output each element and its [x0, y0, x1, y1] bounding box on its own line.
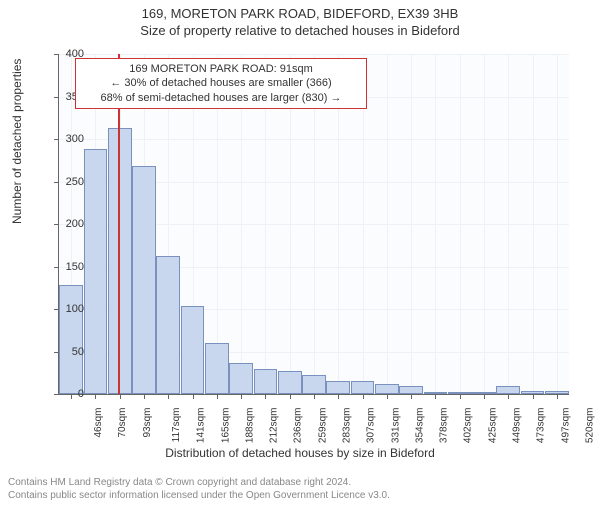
- histogram-bar: [229, 363, 253, 394]
- xtick-mark: [217, 394, 218, 399]
- histogram-bar: [351, 381, 375, 394]
- histogram-bar: [278, 371, 302, 394]
- histogram-bar: [448, 392, 472, 394]
- footer-line2: Contains public sector information licen…: [8, 490, 390, 503]
- xtick-label: 473sqm: [536, 408, 547, 444]
- xtick-label: 449sqm: [512, 408, 523, 444]
- footer-attribution: Contains HM Land Registry data © Crown c…: [8, 477, 390, 502]
- xtick-label: 70sqm: [117, 408, 128, 438]
- y-axis-title: Number of detached properties: [10, 59, 24, 224]
- xtick-label: 165sqm: [220, 408, 231, 444]
- xtick-label: 212sqm: [269, 408, 280, 444]
- page-subtitle: Size of property relative to detached ho…: [0, 23, 600, 38]
- ytick-label: 0: [44, 388, 84, 400]
- xtick-label: 307sqm: [366, 408, 377, 444]
- xtick-mark: [363, 394, 364, 399]
- gridline-v: [387, 54, 388, 394]
- footer-line1: Contains HM Land Registry data © Crown c…: [8, 477, 390, 490]
- xtick-mark: [265, 394, 266, 399]
- xtick-mark: [193, 394, 194, 399]
- histogram-bar: [84, 149, 108, 394]
- histogram-bar: [108, 128, 132, 394]
- ytick-label: 250: [44, 176, 84, 188]
- ytick-label: 300: [44, 133, 84, 145]
- gridline-v: [411, 54, 412, 394]
- xtick-mark: [338, 394, 339, 399]
- xtick-mark: [484, 394, 485, 399]
- xtick-mark: [460, 394, 461, 399]
- xtick-label: 520sqm: [584, 408, 595, 444]
- xtick-mark: [533, 394, 534, 399]
- xtick-label: 402sqm: [463, 408, 474, 444]
- xtick-mark: [314, 394, 315, 399]
- histogram-bar: [59, 285, 83, 394]
- gridline-v: [557, 54, 558, 394]
- histogram-bar: [496, 386, 520, 395]
- xtick-label: 93sqm: [142, 408, 153, 438]
- xtick-mark: [411, 394, 412, 399]
- page-title: 169, MORETON PARK ROAD, BIDEFORD, EX39 3…: [0, 6, 600, 21]
- ytick-label: 100: [44, 303, 84, 315]
- histogram-bar: [302, 375, 326, 394]
- xtick-label: 188sqm: [244, 408, 255, 444]
- histogram-bar: [424, 392, 448, 394]
- histogram-bar: [399, 386, 423, 394]
- histogram-bar: [375, 384, 399, 394]
- xtick-label: 46sqm: [93, 408, 104, 438]
- xtick-mark: [435, 394, 436, 399]
- histogram-bar: [132, 166, 156, 394]
- xtick-mark: [557, 394, 558, 399]
- histogram-bar: [472, 392, 496, 394]
- annotation-box: 169 MORETON PARK ROAD: 91sqm← 30% of det…: [75, 58, 367, 109]
- histogram-bar: [545, 391, 569, 394]
- gridline-v: [484, 54, 485, 394]
- annotation-line1: 169 MORETON PARK ROAD: 91sqm: [82, 62, 360, 76]
- xtick-label: 425sqm: [487, 408, 498, 444]
- xtick-mark: [168, 394, 169, 399]
- histogram-bar: [205, 343, 229, 394]
- xtick-mark: [144, 394, 145, 399]
- xtick-mark: [508, 394, 509, 399]
- annotation-line2: ← 30% of detached houses are smaller (36…: [82, 76, 360, 90]
- xtick-label: 331sqm: [390, 408, 401, 444]
- gridline-v: [460, 54, 461, 394]
- xtick-mark: [120, 394, 121, 399]
- xtick-label: 378sqm: [439, 408, 450, 444]
- histogram-bar: [181, 306, 205, 394]
- gridline-v: [533, 54, 534, 394]
- x-axis-title: Distribution of detached houses by size …: [0, 446, 600, 460]
- xtick-mark: [241, 394, 242, 399]
- xtick-label: 259sqm: [317, 408, 328, 444]
- xtick-label: 283sqm: [342, 408, 353, 444]
- xtick-label: 497sqm: [560, 408, 571, 444]
- xtick-mark: [290, 394, 291, 399]
- annotation-line3: 68% of semi-detached houses are larger (…: [82, 91, 360, 105]
- histogram-bar: [156, 256, 180, 394]
- histogram-bar: [254, 369, 278, 395]
- ytick-label: 200: [44, 218, 84, 230]
- xtick-label: 141sqm: [196, 408, 207, 444]
- histogram-bar: [521, 391, 545, 394]
- xtick-mark: [95, 394, 96, 399]
- xtick-label: 117sqm: [171, 408, 182, 443]
- ytick-label: 150: [44, 261, 84, 273]
- gridline-v: [435, 54, 436, 394]
- histogram-bar: [326, 381, 350, 394]
- xtick-label: 354sqm: [414, 408, 425, 444]
- xtick-mark: [387, 394, 388, 399]
- ytick-label: 50: [44, 346, 84, 358]
- gridline-v: [508, 54, 509, 394]
- xtick-label: 236sqm: [293, 408, 304, 444]
